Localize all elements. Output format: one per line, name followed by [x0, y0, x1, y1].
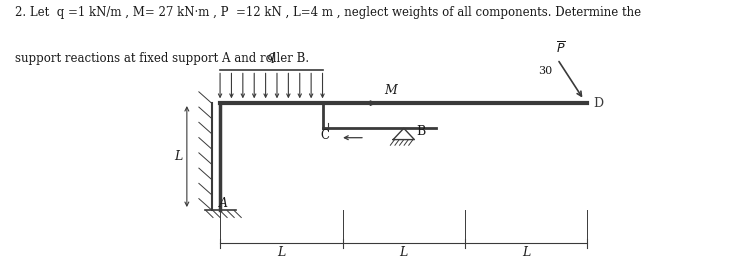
- Text: L: L: [174, 150, 182, 163]
- Text: L: L: [522, 246, 530, 259]
- Text: A: A: [219, 197, 228, 211]
- Text: 2. Let  q =1 kN/m , M= 27 kN·m , P  =12 kN , L=4 m , neglect weights of all comp: 2. Let q =1 kN/m , M= 27 kN·m , P =12 kN…: [15, 6, 641, 19]
- Text: L: L: [278, 246, 286, 259]
- Text: B: B: [416, 125, 426, 138]
- Text: $\overline{P}$: $\overline{P}$: [556, 40, 566, 56]
- Text: support reactions at fixed support A and roller B.: support reactions at fixed support A and…: [15, 52, 309, 65]
- Text: D: D: [593, 97, 603, 110]
- Text: q: q: [267, 51, 275, 63]
- Text: C: C: [320, 129, 329, 142]
- Text: 30: 30: [538, 66, 552, 76]
- Text: M: M: [384, 84, 397, 97]
- Text: L: L: [400, 246, 408, 259]
